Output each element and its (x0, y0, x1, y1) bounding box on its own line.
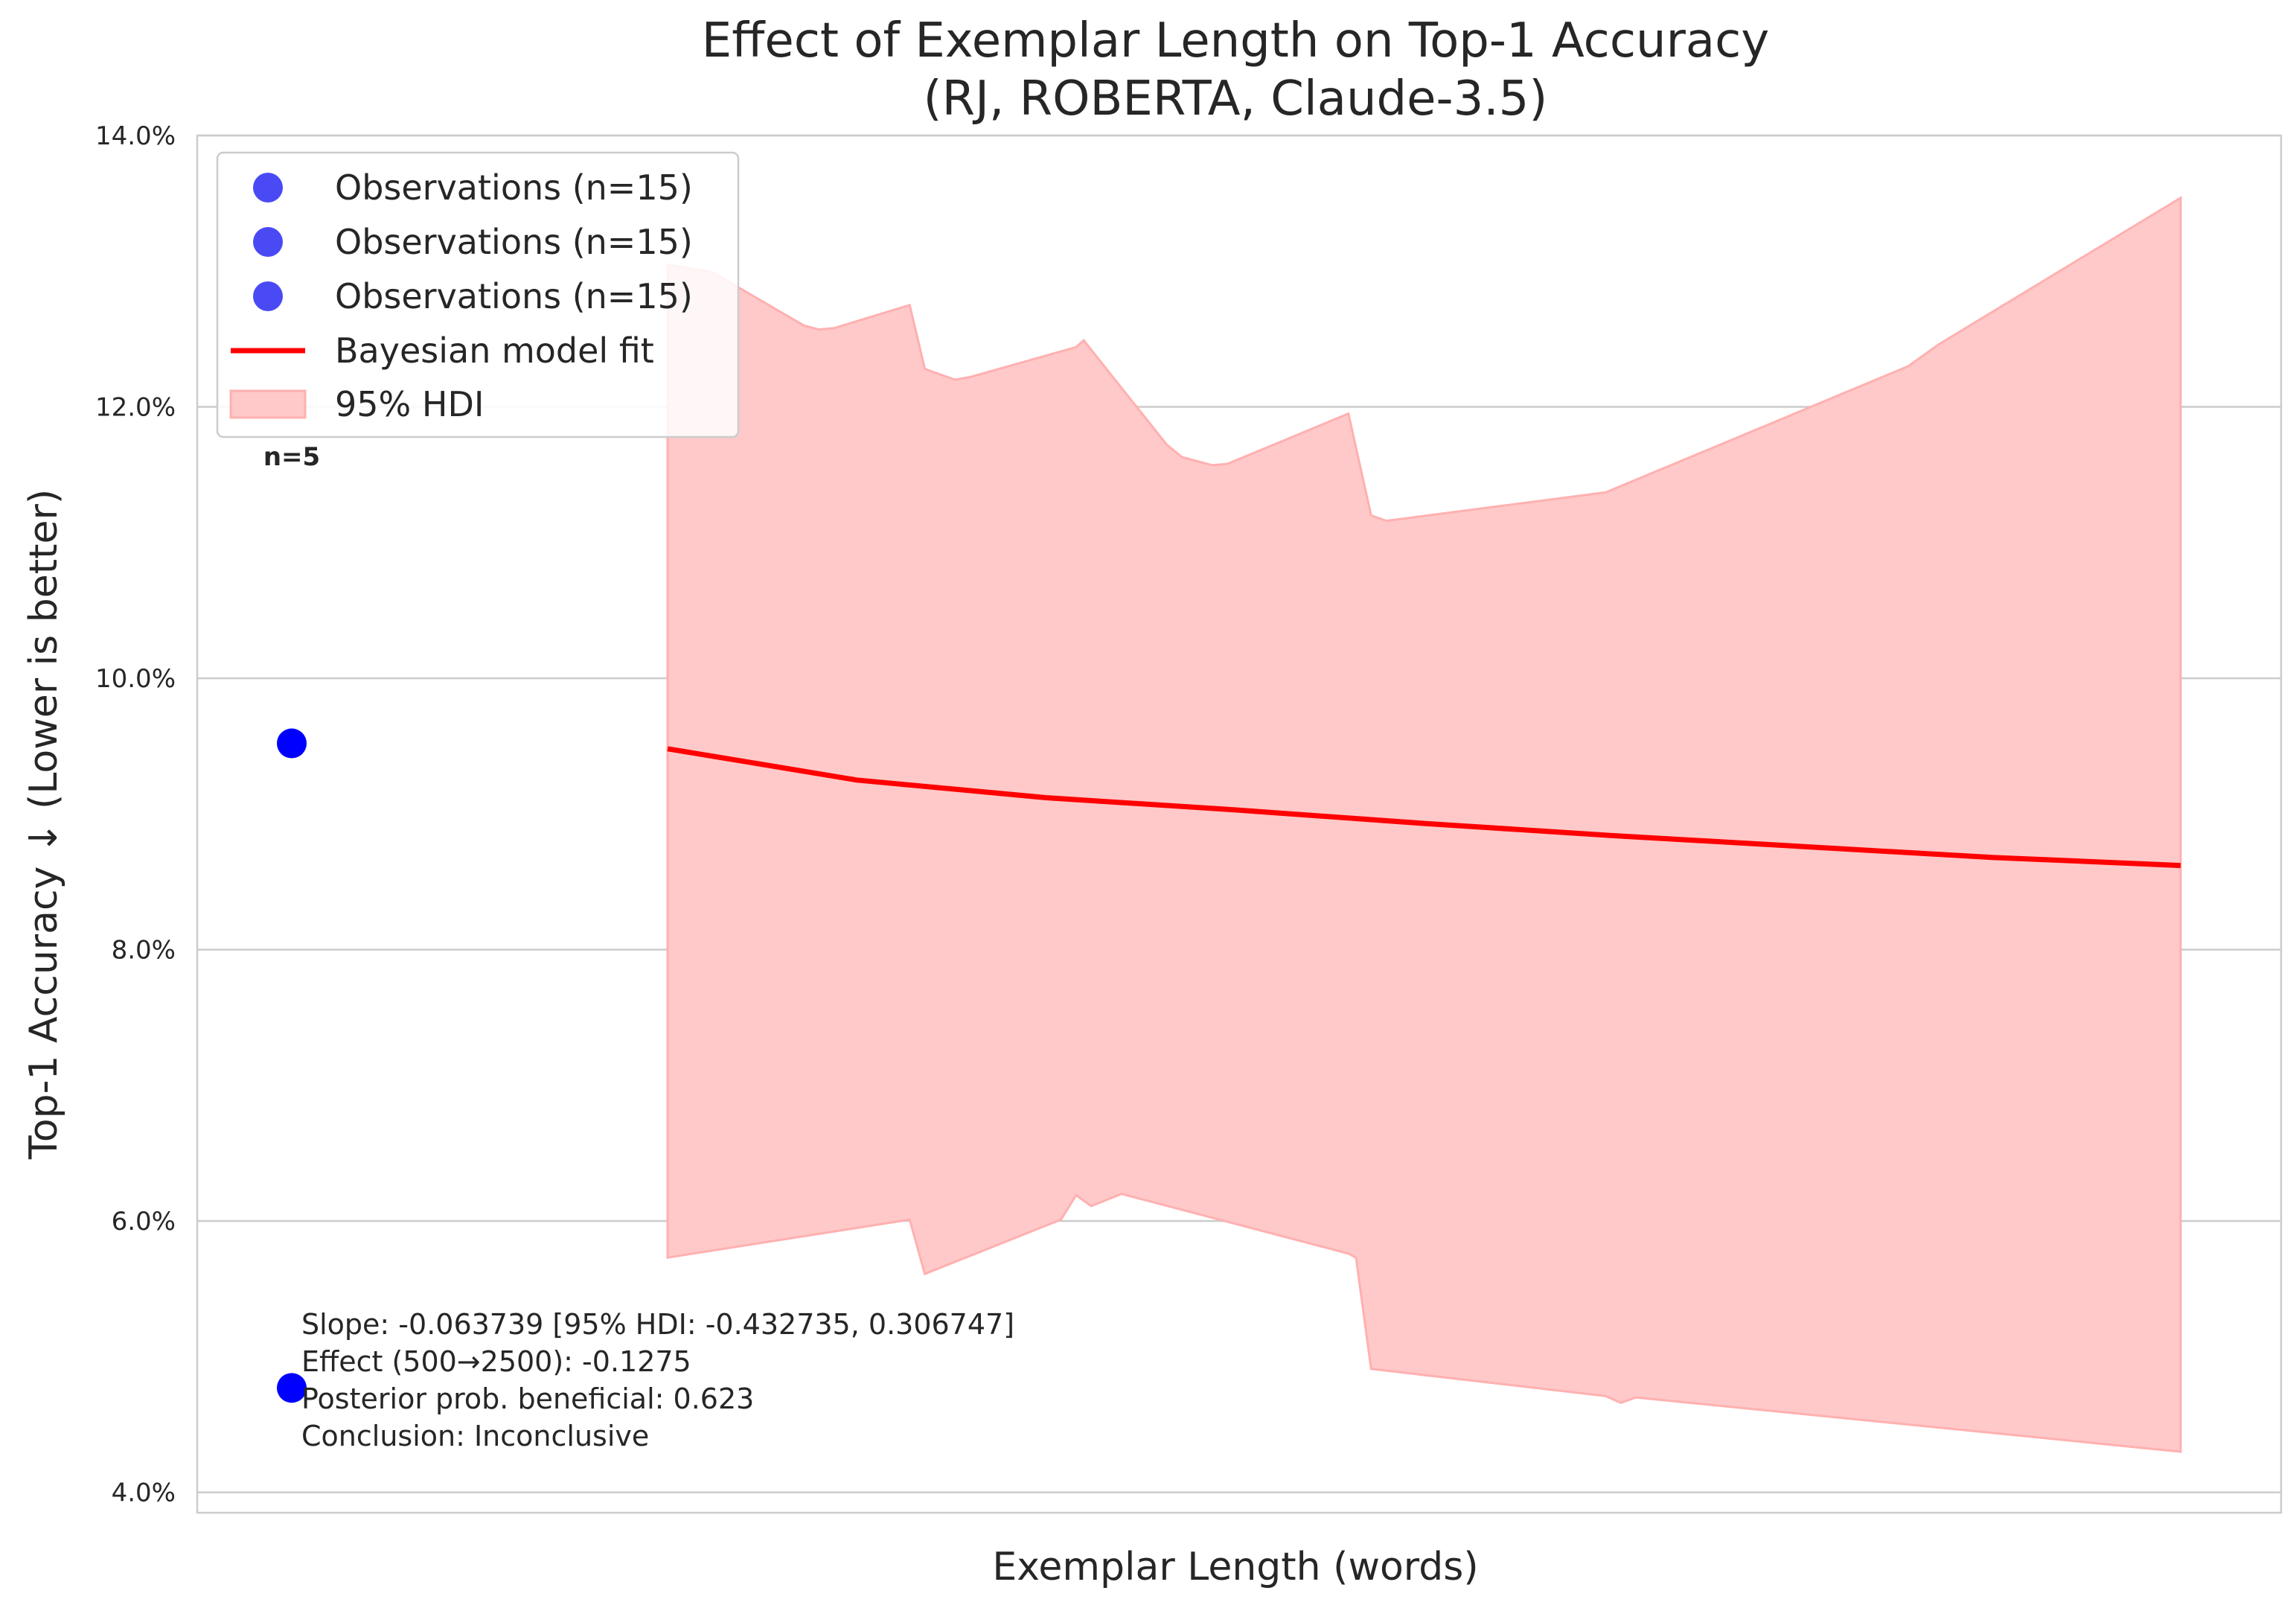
legend-box (216, 151, 740, 438)
stats-annotation: Slope: -0.063739 [95% HDI: -0.432735, 0.… (301, 1308, 1014, 1452)
y-axis-ticks: 4.0% 6.0% 8.0% 10.0% 12.0% 14.0% (95, 121, 176, 1508)
y-tick-label: 14.0% (95, 121, 176, 151)
chart-title: Effect of Exemplar Length on Top-1 Accur… (702, 13, 1769, 68)
observation-point (277, 1373, 307, 1403)
y-tick-label: 4.0% (112, 1478, 176, 1508)
y-tick-label: 10.0% (95, 664, 176, 694)
legend-marker-hdi (229, 389, 307, 419)
fit-line (667, 746, 2181, 869)
legend-marker-observations (253, 173, 283, 202)
legend-label: Observations (n=15) (335, 276, 693, 316)
stats-line-effect: Effect (500→2500): -0.1275 (301, 1345, 691, 1378)
stats-line-slope: Slope: -0.063739 [95% HDI: -0.432735, 0.… (301, 1308, 1014, 1341)
legend-label: Bayesian model fit (335, 331, 654, 371)
chart-subtitle: (RJ, ROBERTA, Claude-3.5) (924, 71, 1548, 127)
observation-point (277, 728, 307, 759)
y-tick-label: 6.0% (112, 1207, 176, 1237)
plot-frame (196, 134, 2283, 1514)
y-axis-label: Top-1 Accuracy ↓ (Lower is better) (22, 489, 66, 1160)
n-annotation: n=5 (263, 442, 320, 472)
y-tick-label: 12.0% (95, 393, 176, 423)
x-axis-label: Exemplar Length (words) (992, 1545, 1478, 1589)
legend: Observations (n=15) Observations (n=15) Ob… (216, 151, 740, 438)
legend-label: 95% HDI (335, 384, 484, 424)
legend-label: Observations (n=15) (335, 222, 693, 262)
legend-marker-observations (253, 227, 283, 257)
legend-marker-observations (253, 281, 283, 311)
legend-label: Observations (n=15) (335, 168, 693, 208)
fit-polyline (667, 746, 2181, 869)
y-tick-label: 8.0% (112, 936, 176, 966)
stats-line-conclusion: Conclusion: Inconclusive (301, 1420, 649, 1452)
stats-line-posterior: Posterior prob. beneficial: 0.623 (301, 1382, 754, 1415)
observation-points (277, 728, 307, 1403)
